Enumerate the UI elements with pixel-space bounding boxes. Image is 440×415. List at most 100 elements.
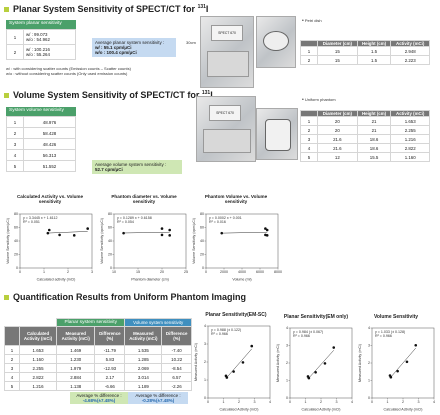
table-row: 5 12 15.5 1.160 — [300, 152, 430, 162]
table-row: 3 48.426 — [6, 138, 76, 150]
annotation-text: R² = 0.966 — [211, 332, 228, 336]
x-tick-label: 0 — [207, 400, 209, 404]
planar-notes: w/ : with considering scatter counts (Em… — [6, 66, 131, 76]
uniform-phantom-photo — [256, 108, 298, 160]
volume-vs-sensitivity-chart: 0 2000 4000 6000 8000 0 20 40 60 80 Volume (ml) Vol… — [192, 212, 282, 281]
data-point — [160, 227, 164, 230]
x-tick-label: 25 — [184, 270, 188, 274]
bullet-icon — [4, 93, 9, 99]
x-tick-label: 2 — [320, 400, 322, 404]
bullet-icon — [4, 295, 9, 301]
y-tick-label: 0 — [16, 266, 18, 270]
uniform-phantom-table: Diameter (cm) Height (cm) Activity (mCi)… — [300, 110, 430, 162]
data-point — [47, 228, 51, 232]
x-tick-label: 3 — [254, 400, 256, 404]
quantification-table: Planar system sensitivity Volume system … — [4, 318, 192, 391]
table-row: 1 20 21 1.653 — [300, 116, 430, 126]
plot-area — [205, 213, 279, 269]
data-point — [265, 234, 269, 237]
y-tick-label: 2 — [286, 361, 288, 365]
annotation-text: y = 1.033 (± 0.128) — [375, 330, 405, 334]
y-axis-label: Volume Sensitivity (cpm/μCi) — [100, 218, 104, 264]
chart-1-title: Calculated Activity vs. Volume sensitivi… — [16, 194, 84, 204]
dimension-label: 30cm — [186, 40, 196, 45]
y-tick-label: 3 — [286, 344, 288, 348]
data-point — [241, 361, 245, 364]
trend-line — [123, 231, 170, 234]
data-point — [122, 231, 125, 235]
x-tick-label: 0 — [371, 400, 373, 404]
trend-line — [307, 350, 334, 380]
bullet-icon — [4, 7, 9, 13]
volume-average-box: Average volume system sensitivity : 52.7… — [92, 160, 182, 174]
y-tick-label: 0 — [202, 266, 204, 270]
x-tick-label: 3 — [91, 270, 93, 274]
petri-dish-photo — [256, 16, 296, 68]
y-tick-label: 80 — [108, 212, 112, 216]
spect-device-photo-2: SPECT 670 — [196, 96, 256, 162]
chart-6-title: Volume Sensitivity — [373, 314, 419, 320]
planar-em-only-chart: 0 1 2 3 4 0 1 2 3 4 Calculated Activity (mCi) Measu… — [276, 326, 353, 411]
table-row: 4 21.6 18.6 2.822 — [300, 143, 430, 153]
x-tick-label: 4 — [269, 400, 271, 404]
planar-avg-difference: Average % difference : -4.68%(±7.48%) — [70, 392, 128, 404]
y-tick-label: 4 — [368, 326, 370, 330]
y-tick-label: 0 — [110, 266, 112, 270]
table-row: 2 1.160 1.230 5.83 1.285 10.22 — [4, 354, 192, 364]
phantom-label-petri: • Petri dish — [302, 18, 322, 24]
table-row: 1 w/ : 99.073 w/o : 54.962 — [6, 29, 76, 45]
y-tick-label: 60 — [14, 226, 18, 230]
data-point — [225, 376, 229, 379]
x-tick-label: 4 — [351, 400, 353, 404]
y-tick-label: 60 — [200, 226, 204, 230]
y-tick-label: 4 — [204, 324, 206, 328]
data-point — [58, 233, 61, 237]
x-tick-label: 2 — [402, 400, 404, 404]
trend-line — [225, 348, 252, 379]
table-row: 5 51.552 — [6, 160, 76, 172]
y-tick-label: 1 — [286, 379, 288, 383]
annotation-text: R² = 0.966 — [293, 334, 310, 338]
data-point — [265, 228, 269, 232]
annotation-text: R² = 0.051 — [23, 220, 40, 224]
y-tick-label: 20 — [108, 253, 112, 257]
x-axis-label: Calculated activity (mCi) — [37, 278, 76, 282]
trend-line — [221, 231, 268, 234]
petri-phantom-table: Diameter (cm) Height (cm) Activity (mCi)… — [300, 40, 430, 65]
x-tick-label: 15 — [136, 270, 140, 274]
annotation-text: y = 3.3445 x + 1.6112 — [23, 216, 58, 220]
table-header-row: Diameter (cm) Height (cm) Activity (mCi) — [300, 110, 430, 117]
data-point — [46, 231, 50, 235]
table-row: 4 56.313 — [6, 149, 76, 161]
y-tick-label: 80 — [14, 212, 18, 216]
x-tick-label: 0 — [19, 270, 21, 274]
y-axis-label: Volume Sensitivity (cpm/μCi) — [192, 218, 196, 264]
data-point — [389, 375, 393, 379]
activity-vs-sensitivity-chart: 0 1 2 3 0 20 40 60 80 Calculated activity (mCi) Vo… — [6, 212, 93, 282]
y-tick-label: 1 — [368, 379, 370, 383]
table-header: System planar sensitivity — [6, 20, 76, 29]
y-tick-label: 2 — [368, 361, 370, 365]
table-row: 1 15 1.5 2.948 — [300, 46, 430, 56]
y-axis-label: Measured Activity (mCi) — [276, 344, 280, 382]
y-axis-label: Measured Activity (mCi) — [194, 343, 198, 381]
table-row: 1 48.976 — [6, 116, 76, 128]
table-row: 2 20 21 2.255 — [300, 125, 430, 135]
y-tick-label: 20 — [200, 253, 204, 257]
data-point — [314, 370, 317, 374]
data-point — [396, 369, 399, 373]
data-point — [160, 233, 164, 237]
data-point — [168, 234, 171, 237]
x-tick-label: 8000 — [274, 270, 282, 274]
x-axis-label: Calculated Activity (mCi) — [220, 408, 259, 412]
x-axis-label: Phantom diameter (cm) — [131, 278, 169, 282]
table-row: 2 58.428 — [6, 127, 76, 139]
section-1-title: Planar System Sensitivity of SPECT/CT fo… — [4, 4, 208, 14]
data-point — [307, 376, 311, 380]
table-row: 2 15 1.5 2.223 — [300, 55, 430, 65]
x-tick-label: 2 — [67, 270, 69, 274]
x-tick-label: 3 — [336, 400, 338, 404]
chart-2-title: Phantom diameter vs. Volume sensitivity — [111, 194, 177, 204]
x-tick-label: 20 — [160, 270, 164, 274]
plot-area — [113, 213, 187, 269]
